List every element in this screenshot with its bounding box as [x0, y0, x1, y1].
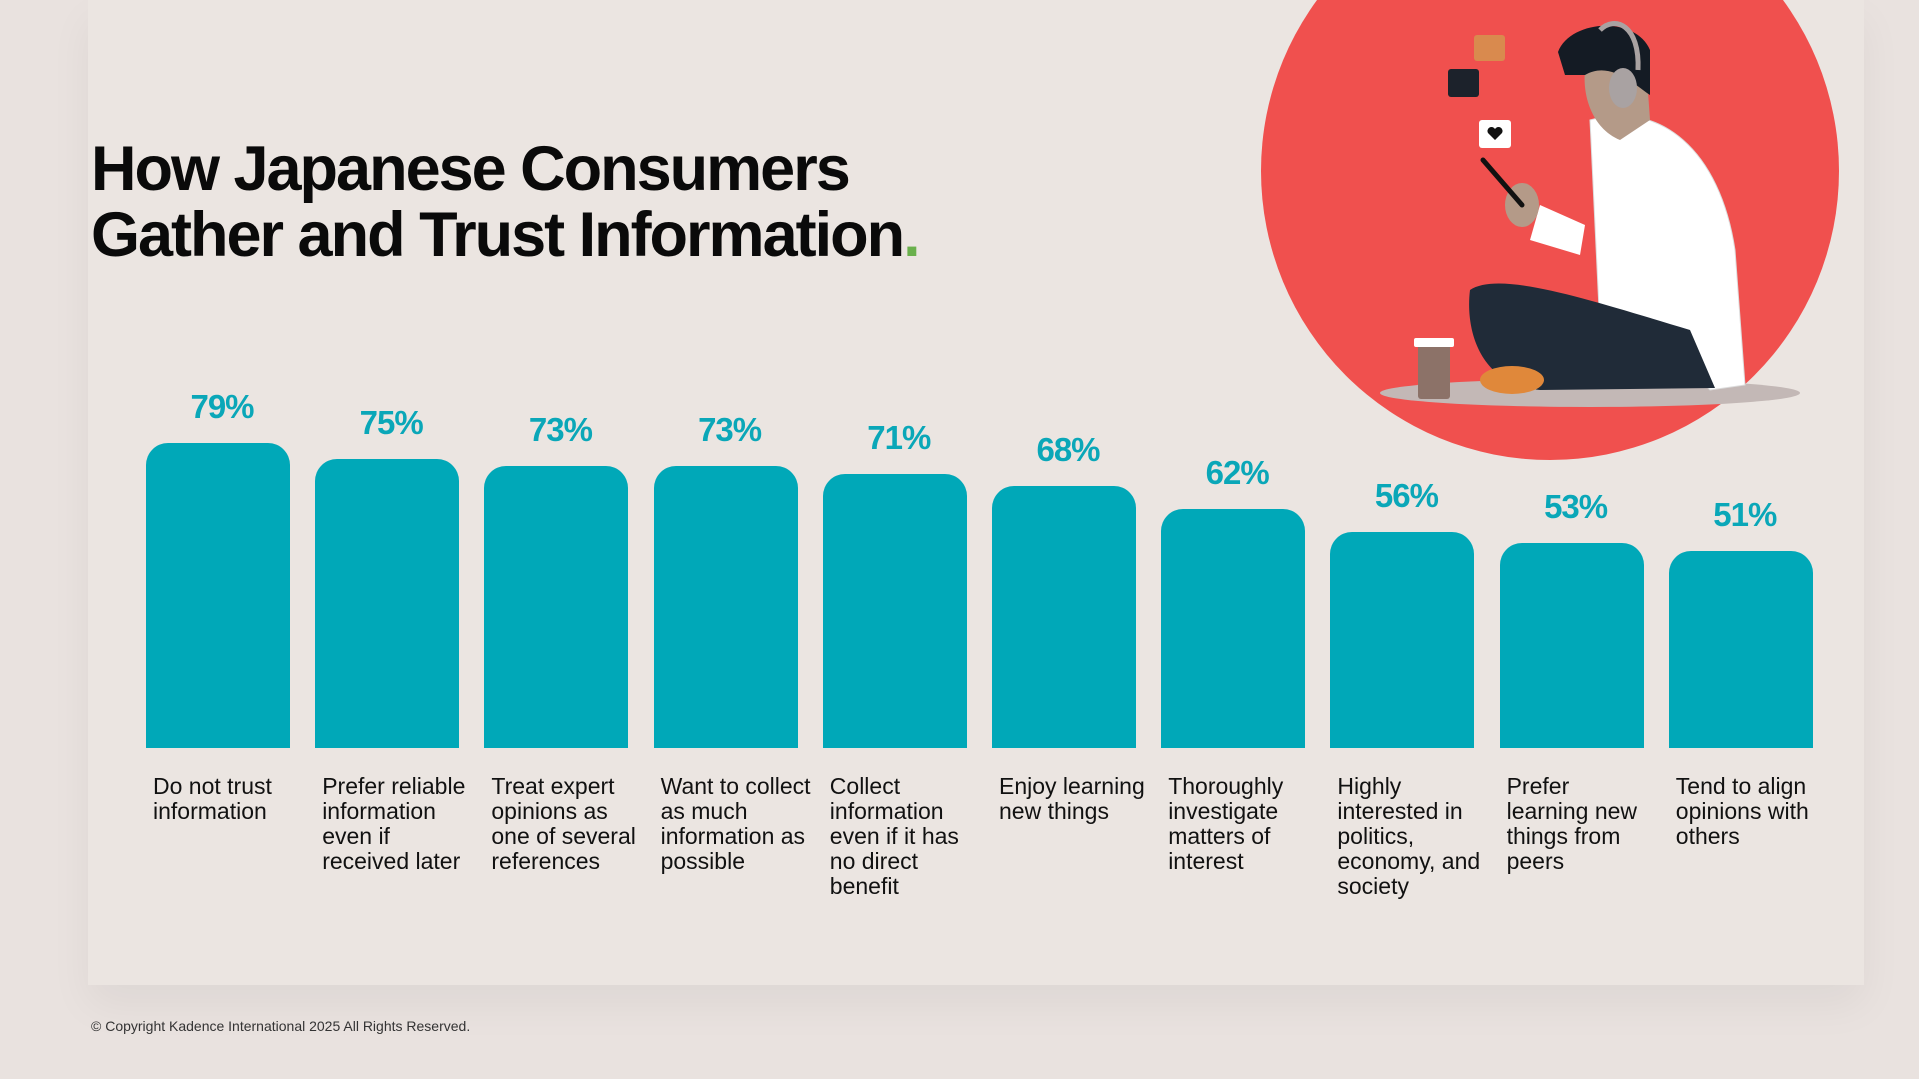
value-label: 79%	[190, 388, 254, 426]
bar	[822, 473, 967, 748]
value-label: 73%	[698, 411, 762, 449]
category-label: Prefer reliable information even if rece…	[322, 773, 466, 874]
bar	[992, 485, 1136, 748]
profile-bubble-icon	[1474, 35, 1505, 61]
value-label: 73%	[528, 411, 593, 449]
bar	[484, 466, 629, 748]
category-label: Tend to align opinions with others	[1675, 773, 1809, 849]
value-label: 56%	[1374, 476, 1439, 514]
category-label: Do not trust information	[153, 773, 272, 824]
category-label: Highly interested in politics, economy, …	[1337, 773, 1481, 899]
value-label: 53%	[1544, 488, 1608, 526]
value-label: 68%	[1036, 430, 1100, 468]
person-with-phone-illustration	[1261, 0, 1839, 460]
bar	[1161, 508, 1306, 748]
bar	[653, 466, 798, 748]
value-label: 62%	[1205, 453, 1270, 491]
copyright-footer: © Copyright Kadence International 2025 A…	[91, 1018, 471, 1034]
category-label: Thoroughly investigate matters of intere…	[1168, 773, 1284, 874]
value-label: 71%	[867, 418, 931, 456]
value-label: 51%	[1713, 496, 1777, 534]
category-label: Collect information even if it has no di…	[829, 773, 959, 899]
category-label: Enjoy learning new things	[999, 773, 1145, 824]
value-label: 75%	[359, 403, 424, 441]
title-dot: .	[903, 200, 920, 270]
category-label: Prefer learning new things from peers	[1506, 773, 1638, 874]
bar	[146, 443, 290, 748]
bar	[1499, 543, 1644, 748]
page-title: How Japanese Consumers Gather and Trust I…	[91, 134, 921, 270]
bar	[1330, 531, 1475, 748]
chat-bubble-icon	[1448, 69, 1479, 97]
category-label: Treat expert opinions as one of several …	[491, 773, 636, 874]
category-label: Want to collect as much information as p…	[660, 773, 811, 874]
title-line-1: How Japanese Consumers	[91, 134, 851, 204]
title-line-2: Gather and Trust Information	[91, 200, 905, 270]
bar	[1668, 551, 1813, 748]
bar	[315, 458, 460, 748]
